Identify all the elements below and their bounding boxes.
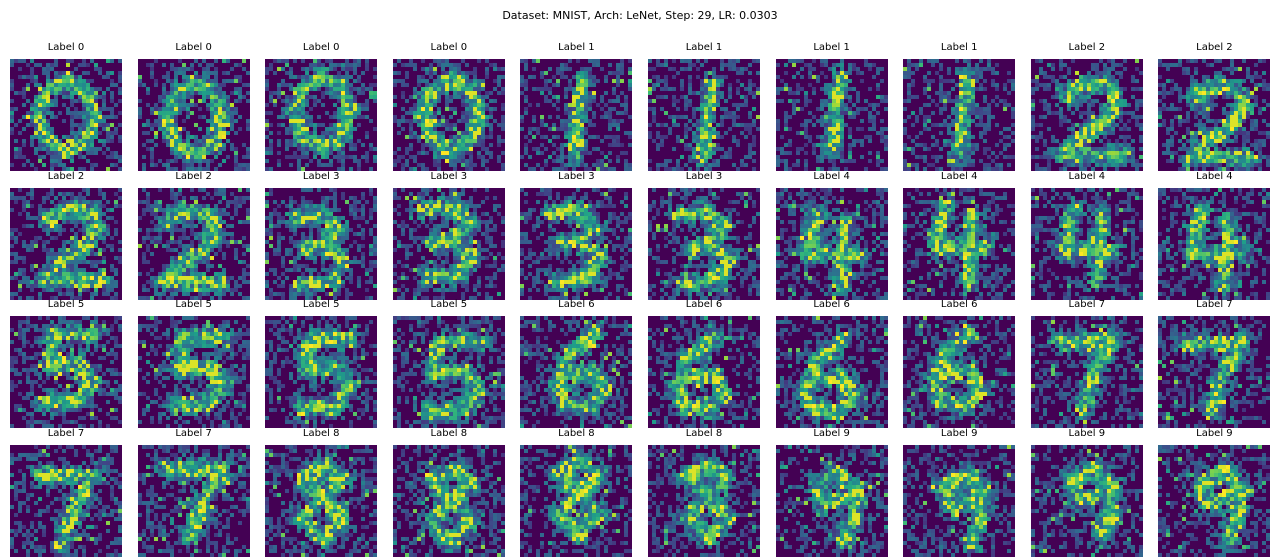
panel-label: Label 9	[1068, 427, 1106, 439]
panel-label: Label 8	[302, 427, 340, 439]
digit-heatmap	[648, 59, 760, 171]
panel-label: Label 0	[430, 42, 468, 53]
digit-heatmap	[137, 59, 250, 171]
digit-heatmap	[903, 444, 1016, 557]
panel-label: Label 7	[47, 427, 85, 439]
digit-heatmap	[1158, 316, 1271, 428]
digit-heatmap	[903, 59, 1016, 171]
panel-label: Label 9	[940, 427, 978, 439]
digit-heatmap	[265, 444, 378, 557]
panel-label: Label 5	[430, 299, 468, 310]
digit-heatmap	[392, 59, 505, 171]
digit-heatmap	[265, 59, 378, 171]
panel-label: Label 3	[685, 170, 723, 182]
digit-heatmap	[1158, 187, 1271, 300]
panel-label: Label 3	[302, 170, 340, 182]
digit-heatmap	[775, 59, 888, 171]
digit-heatmap	[775, 187, 888, 300]
panel-label: Label 2	[1196, 42, 1233, 53]
panel-label: Label 1	[813, 42, 850, 53]
digit-heatmap	[1030, 444, 1143, 557]
digit-heatmap	[520, 59, 633, 171]
digit-heatmap	[520, 316, 633, 428]
digit-heatmap	[10, 187, 122, 300]
panel-label: Label 2	[1068, 42, 1106, 53]
figure-title: Dataset: MNIST, Arch: LeNet, Step: 29, L…	[502, 9, 778, 22]
panel-label: Label 3	[558, 170, 595, 182]
panel-label: Label 6	[558, 299, 595, 310]
digit-heatmap	[392, 444, 505, 557]
digit-heatmap	[1158, 444, 1271, 557]
panel-label: Label 2	[47, 170, 85, 182]
panel-label: Label 8	[685, 427, 723, 439]
panel-label: Label 5	[175, 299, 212, 310]
digit-heatmap	[137, 444, 250, 557]
digit-heatmap	[265, 187, 378, 300]
panel-label: Label 7	[1068, 299, 1106, 310]
panel-label: Label 4	[813, 170, 850, 182]
digit-heatmap	[10, 59, 122, 171]
digit-heatmap	[903, 316, 1016, 428]
digit-heatmap	[648, 316, 760, 428]
digit-heatmap	[1030, 59, 1143, 171]
digit-heatmap	[10, 444, 122, 557]
digit-heatmap	[265, 316, 378, 428]
digit-heatmap	[775, 316, 888, 428]
panel-label: Label 4	[1196, 170, 1233, 182]
panel-label: Label 1	[940, 42, 978, 53]
panel-label: Label 4	[1068, 170, 1106, 182]
digit-heatmap	[520, 187, 633, 300]
panel-label: Label 6	[813, 299, 850, 310]
panel-label: Label 6	[940, 299, 978, 310]
digit-heatmap	[1030, 316, 1143, 428]
digit-heatmap	[392, 187, 505, 300]
digit-heatmap	[775, 444, 888, 557]
panel-label: Label 1	[685, 42, 723, 53]
panel-label: Label 1	[558, 42, 595, 53]
panel-label: Label 9	[1196, 427, 1233, 439]
digit-heatmap	[648, 444, 760, 557]
panel-label: Label 3	[430, 170, 468, 182]
digit-heatmap	[137, 316, 250, 428]
panel-label: Label 7	[175, 427, 212, 439]
digit-heatmap	[520, 444, 633, 557]
digit-heatmap	[137, 187, 250, 300]
panel-label: Label 6	[685, 299, 723, 310]
panel-label: Label 0	[302, 42, 340, 53]
panel-label: Label 8	[430, 427, 468, 439]
digit-heatmap	[903, 187, 1016, 300]
panel-label: Label 0	[47, 42, 85, 53]
panel-label: Label 5	[47, 299, 85, 310]
panel-label: Label 2	[175, 170, 212, 182]
digit-heatmap	[392, 316, 505, 428]
digit-heatmap	[648, 187, 760, 300]
digit-heatmap	[1030, 187, 1143, 300]
panel-label: Label 5	[302, 299, 340, 310]
panel-label: Label 0	[175, 42, 212, 53]
panel-label: Label 8	[558, 427, 595, 439]
digit-heatmap	[1158, 59, 1271, 171]
panel-label: Label 4	[940, 170, 978, 182]
digit-heatmap	[10, 316, 122, 428]
panel-label: Label 9	[813, 427, 850, 439]
panel-label: Label 7	[1196, 299, 1233, 310]
